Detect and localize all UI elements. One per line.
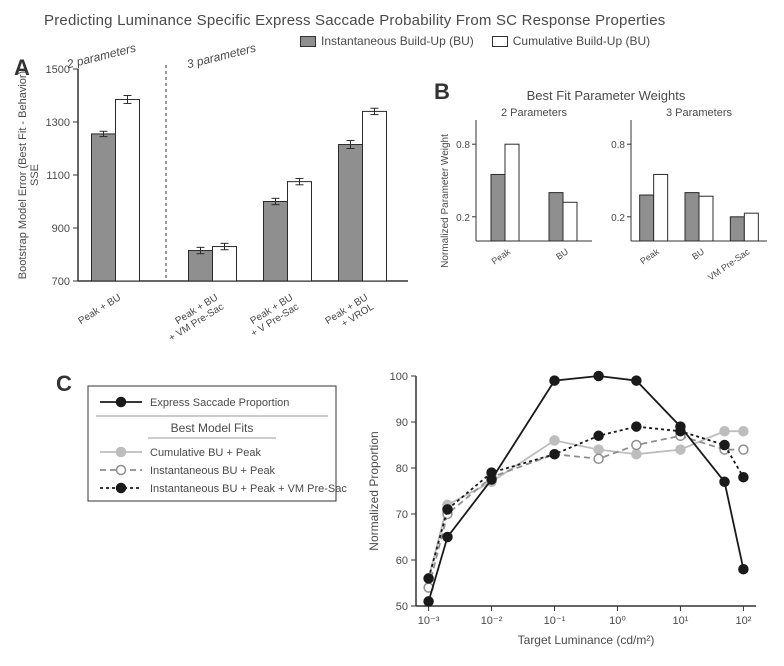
svg-text:1500: 1500 xyxy=(46,64,70,76)
panel-a-chart: 700 900 1100 1300 1500 Bootstrap Model Error … xyxy=(16,61,416,371)
svg-text:0.2: 0.2 xyxy=(456,213,470,224)
svg-text:Best Model Fits: Best Model Fits xyxy=(171,421,254,435)
svg-text:0.2: 0.2 xyxy=(611,213,625,224)
svg-text:80: 80 xyxy=(396,463,408,475)
panel-c-chart: 50 60 70 80 90 100 10⁻³ 10⁻² 10⁻¹ 10⁰ 10¹ 10² Target… xyxy=(16,366,776,656)
svg-text:Instantaneous BU + Peak + VM P: Instantaneous BU + Peak + VM Pre-Sac xyxy=(150,483,347,495)
svg-text:Normalized Proportion: Normalized Proportion xyxy=(367,431,381,550)
svg-text:0.8: 0.8 xyxy=(611,140,625,151)
svg-text:Bootstrap Model Error (Best Fi: Bootstrap Model Error (Best Fit - Behavi… xyxy=(17,71,41,279)
svg-text:10²: 10² xyxy=(735,615,751,627)
svg-text:100: 100 xyxy=(390,371,408,383)
svg-text:Peak + BU+ VM Pre-Sac: Peak + BU+ VM Pre-Sac xyxy=(161,292,226,344)
svg-text:50: 50 xyxy=(396,601,408,613)
svg-text:VM Pre-Sac: VM Pre-Sac xyxy=(706,246,752,282)
svg-text:0.8: 0.8 xyxy=(456,140,470,151)
svg-text:Express Saccade Proportion: Express Saccade Proportion xyxy=(150,397,289,409)
svg-text:Target Luminance (cd/m²): Target Luminance (cd/m²) xyxy=(518,633,655,647)
svg-text:1100: 1100 xyxy=(46,170,70,182)
svg-text:60: 60 xyxy=(396,555,408,567)
svg-text:10⁻²: 10⁻² xyxy=(481,615,503,627)
svg-text:10⁻³: 10⁻³ xyxy=(418,615,440,627)
svg-text:Normalized Parameter Weight: Normalized Parameter Weight xyxy=(440,134,451,268)
svg-text:1300: 1300 xyxy=(46,117,70,129)
svg-text:700: 700 xyxy=(52,276,70,288)
svg-text:10⁰: 10⁰ xyxy=(609,615,626,627)
svg-text:Peak + BU+ V Pre-Sac: Peak + BU+ V Pre-Sac xyxy=(243,292,301,339)
svg-text:Peak: Peak xyxy=(490,246,513,266)
svg-text:Peak + BU+ VROL: Peak + BU+ VROL xyxy=(323,292,376,336)
svg-text:70: 70 xyxy=(396,509,408,521)
svg-text:Best Fit Parameter Weights: Best Fit Parameter Weights xyxy=(527,88,686,103)
svg-text:10⁻¹: 10⁻¹ xyxy=(544,615,566,627)
svg-text:10¹: 10¹ xyxy=(672,615,688,627)
svg-text:Peak: Peak xyxy=(638,246,661,266)
panel-b-chart: Best Fit Parameter Weights Normalized Par… xyxy=(436,86,776,306)
svg-text:BU: BU xyxy=(690,246,706,261)
svg-text:900: 900 xyxy=(52,223,70,235)
svg-text:3 Parameters: 3 Parameters xyxy=(666,107,733,119)
svg-text:Cumulative BU + Peak: Cumulative BU + Peak xyxy=(150,447,261,459)
svg-text:BU: BU xyxy=(554,246,570,261)
svg-text:90: 90 xyxy=(396,417,408,429)
svg-text:2 Parameters: 2 Parameters xyxy=(501,107,568,119)
figure-title: Predicting Luminance Specific Express Sa… xyxy=(44,12,768,29)
svg-text:Peak + BU: Peak + BU xyxy=(76,292,123,327)
svg-text:Instantaneous BU + Peak: Instantaneous BU + Peak xyxy=(150,465,276,477)
